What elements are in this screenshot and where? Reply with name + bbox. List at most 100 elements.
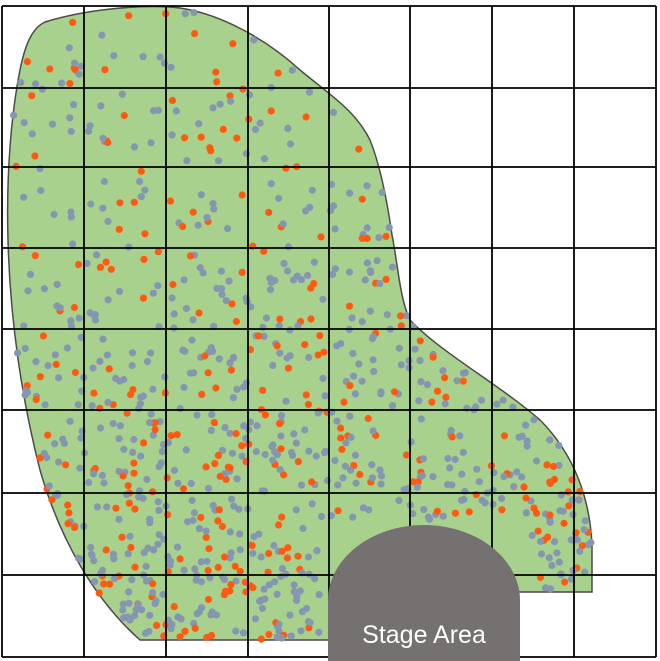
person-dot [96, 357, 104, 365]
person-dot [550, 538, 559, 546]
person-dot [130, 469, 138, 477]
person-dot [192, 576, 200, 584]
person-dot [154, 540, 162, 548]
stage-area-label: Stage Area [362, 621, 486, 649]
person-dot [216, 100, 224, 108]
person-dot [274, 69, 282, 77]
person-dot [149, 289, 157, 297]
person-dot [32, 358, 40, 366]
person-dot [213, 78, 221, 86]
person-dot [125, 588, 133, 596]
person-dot [311, 575, 319, 583]
person-dot [290, 581, 298, 589]
person-dot [116, 199, 124, 207]
person-dot [561, 578, 569, 586]
person-dot [347, 466, 355, 474]
person-dot [168, 131, 176, 139]
person-dot [283, 554, 291, 562]
person-dot [260, 585, 268, 593]
person-dot [229, 40, 237, 48]
person-dot [333, 417, 341, 425]
person-dot [153, 621, 161, 630]
person-dot [152, 597, 160, 605]
person-dot [299, 524, 307, 533]
person-dot [119, 472, 127, 480]
person-dot [275, 194, 283, 202]
person-dot [239, 85, 247, 93]
person-dot [115, 287, 124, 295]
person-dot [38, 85, 47, 93]
person-dot [159, 590, 167, 599]
person-dot [235, 505, 243, 513]
person-dot [310, 280, 318, 288]
person-dot [197, 513, 205, 522]
person-dot [188, 496, 196, 505]
person-dot [147, 410, 155, 418]
person-dot [416, 337, 424, 345]
person-dot [513, 468, 521, 476]
person-dot [266, 286, 275, 294]
person-dot [228, 300, 236, 308]
person-dot [400, 486, 408, 494]
person-dot [170, 324, 178, 332]
person-dot [395, 496, 403, 505]
person-dot [39, 332, 48, 340]
person-dot [202, 463, 210, 471]
person-dot [102, 258, 110, 266]
person-dot [110, 52, 118, 60]
person-dot [402, 451, 410, 459]
person-dot [46, 65, 54, 73]
person-dot [523, 442, 531, 450]
person-dot [214, 563, 222, 572]
person-dot [204, 369, 212, 377]
person-dot [170, 603, 178, 611]
person-dot [215, 355, 223, 363]
person-dot [210, 419, 218, 427]
person-dot [106, 580, 114, 588]
person-dot [339, 474, 347, 482]
person-dot [477, 396, 486, 404]
person-dot [149, 580, 157, 588]
person-dot [536, 537, 545, 546]
person-dot [155, 531, 163, 539]
person-dot [149, 488, 157, 496]
person-dot [417, 378, 425, 386]
person-dot [269, 441, 277, 449]
person-dot [257, 635, 265, 643]
person-dot [190, 509, 198, 517]
person-dot [55, 458, 63, 466]
person-dot [100, 479, 108, 487]
person-dot [475, 478, 483, 486]
person-dot [58, 79, 66, 87]
person-dot [139, 494, 147, 502]
person-dot [308, 186, 316, 194]
person-dot [44, 362, 52, 370]
person-dot [209, 501, 217, 510]
person-dot [279, 220, 287, 228]
person-dot [569, 510, 577, 519]
person-dot [294, 322, 302, 330]
person-dot [414, 478, 422, 486]
person-dot [256, 119, 264, 127]
person-dot [581, 568, 589, 576]
person-dot [205, 545, 213, 553]
person-dot [294, 458, 302, 466]
person-dot [221, 424, 229, 432]
person-dot [222, 587, 230, 595]
person-dot [126, 532, 134, 540]
person-dot [347, 433, 355, 441]
person-dot [207, 631, 216, 640]
person-dot [23, 388, 31, 397]
person-dot [180, 383, 188, 391]
person-dot [119, 606, 127, 614]
person-dot [523, 437, 531, 445]
person-dot [143, 475, 151, 484]
person-dot [232, 577, 240, 585]
person-dot [167, 625, 175, 633]
person-dot [195, 608, 203, 616]
person-dot [83, 259, 91, 267]
person-dot [292, 506, 300, 514]
person-dot [276, 315, 284, 323]
person-dot [231, 562, 239, 570]
person-dot [314, 409, 322, 417]
